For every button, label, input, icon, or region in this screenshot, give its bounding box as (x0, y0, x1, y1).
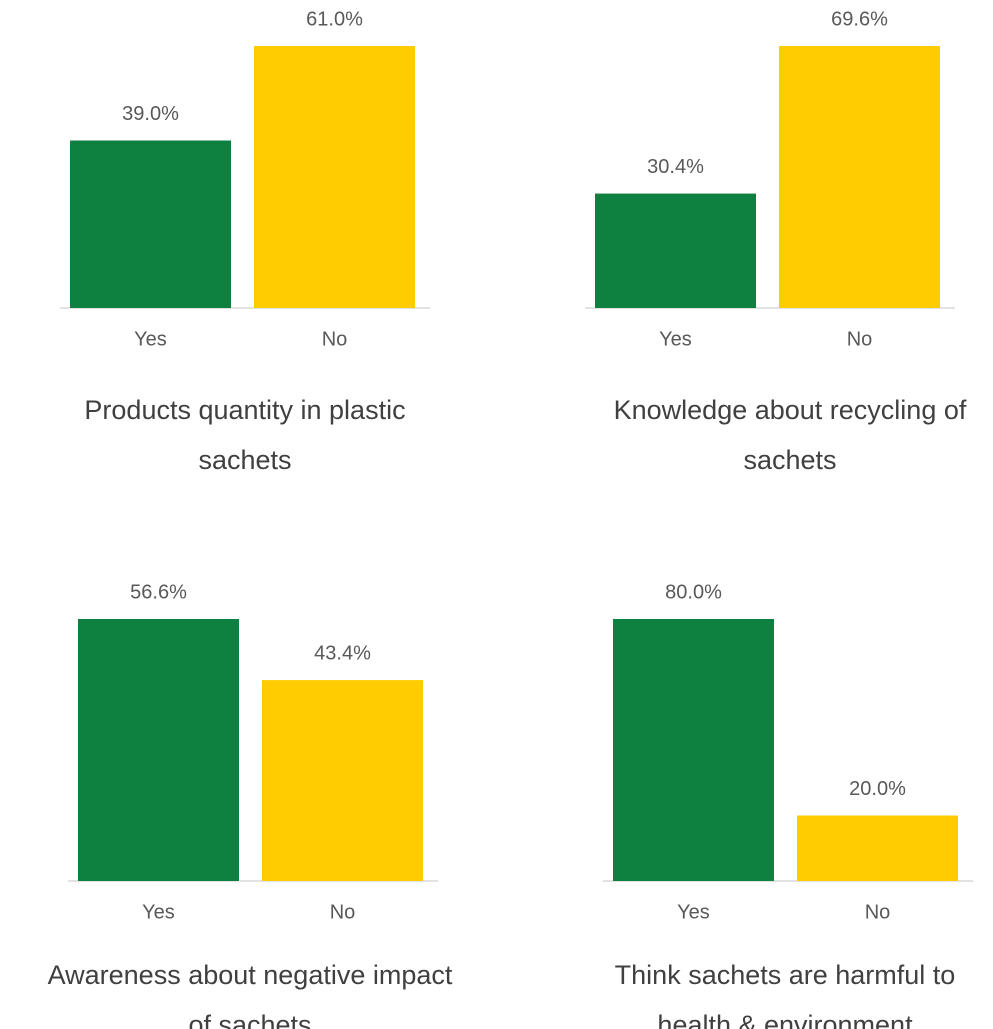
data-label: 61.0% (306, 8, 363, 30)
category-label: No (322, 328, 348, 350)
category-label: Yes (134, 328, 167, 350)
chart-title: Products quantity in plastic sachets (84, 395, 406, 475)
data-label: 69.6% (831, 8, 888, 30)
category-label: No (330, 901, 356, 923)
category-label: No (865, 901, 891, 923)
data-label: 80.0% (665, 581, 722, 603)
bar (254, 46, 415, 308)
category-label: Yes (677, 901, 710, 923)
bar (70, 140, 231, 308)
data-label: 56.6% (130, 581, 187, 603)
bar (78, 619, 239, 881)
bar (779, 46, 940, 308)
chart-title: Awareness about negative impact of sache… (47, 960, 453, 1029)
bar (595, 193, 756, 308)
category-label: No (847, 328, 873, 350)
chart-title: Knowledge about recycling of sachets (613, 395, 967, 475)
bar (262, 680, 423, 881)
chart-title: Think sachets are harmful to health & en… (614, 960, 956, 1029)
data-label: 20.0% (849, 778, 906, 800)
category-label: Yes (659, 328, 692, 350)
bar (613, 619, 774, 881)
data-label: 43.4% (314, 642, 371, 664)
data-label: 39.0% (122, 103, 179, 125)
bar (797, 815, 958, 881)
category-label: Yes (142, 901, 175, 923)
data-label: 30.4% (647, 156, 704, 178)
